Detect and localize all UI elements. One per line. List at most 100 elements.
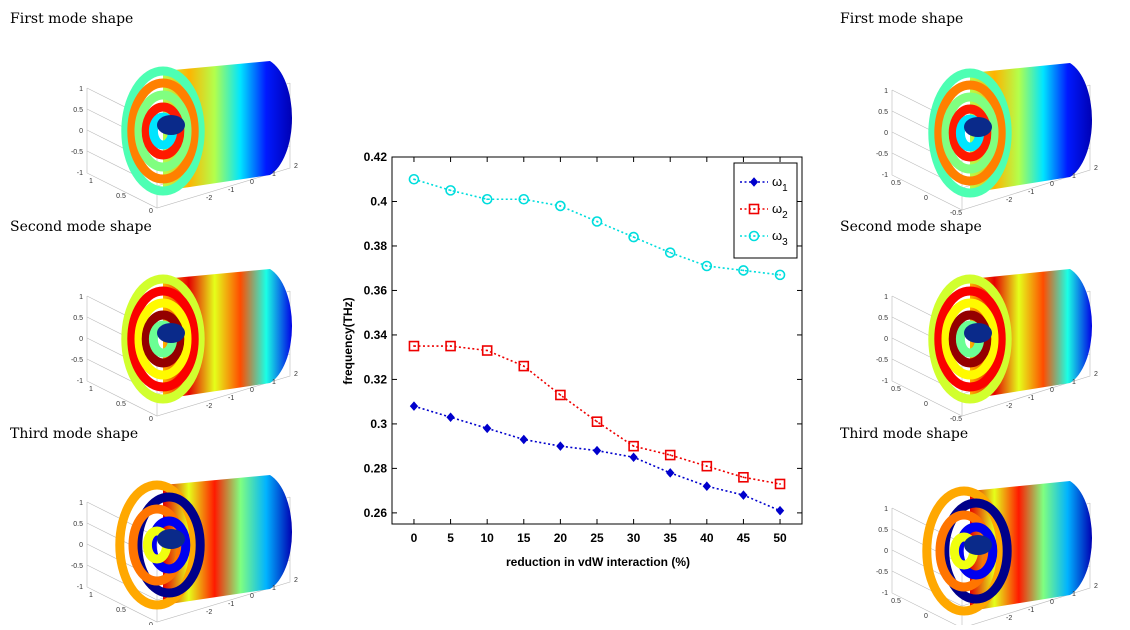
right-first-mode-label: First mode shape xyxy=(840,11,964,27)
cross-section-ring xyxy=(115,480,199,610)
data-point-2-dot xyxy=(486,349,489,352)
data-point-3 xyxy=(555,200,566,212)
y-tick-label: 0.4 xyxy=(370,194,387,208)
y-tick-label: 0 xyxy=(250,387,254,394)
z-tick-label: -0.5 xyxy=(876,569,888,576)
z-tick-label: -0.5 xyxy=(876,357,888,364)
inner-core xyxy=(157,323,185,343)
data-point-1 xyxy=(702,481,711,491)
z-tick-label: -0.5 xyxy=(71,357,83,364)
z-tick-label: -0.5 xyxy=(71,149,83,156)
y-tick-label: 0.38 xyxy=(364,239,388,253)
z-tick-label: 0 xyxy=(884,548,888,555)
data-point-2-dot xyxy=(632,445,635,448)
y-tick-label: -2 xyxy=(206,403,212,410)
data-point-3-dot xyxy=(742,269,745,272)
z-tick-label: 0 xyxy=(79,128,83,135)
x-tick-label: 0.5 xyxy=(116,607,126,614)
inner-core xyxy=(964,535,992,555)
z-tick-label: 1 xyxy=(884,294,888,301)
right-mode-plot-1: 1 0.5 0 -0.5 -1 0.5 0 -0.5 2 1 0 -1 -2 xyxy=(860,40,1130,217)
left-first-mode-label: First mode shape xyxy=(10,11,134,27)
x-axis-label: reduction in vdW interaction (%) xyxy=(506,555,690,569)
legend-marker-dot xyxy=(753,208,755,210)
data-point-2-dot xyxy=(596,420,598,423)
y-tick-label: 1 xyxy=(1072,379,1076,386)
legend-box xyxy=(733,162,798,259)
legend-label-subscript: 1 xyxy=(782,183,788,194)
data-point-3 xyxy=(664,247,676,258)
frequency-line-chart: 0.26 0.28 0.3 0.32 0.34 0.36 0.38 0.4 0.42 0 5 10 1… xyxy=(341,150,803,569)
y-tick-label: 1 xyxy=(272,171,276,178)
x-tick-label: 40 xyxy=(700,531,714,545)
cross-section-ring xyxy=(940,498,1012,604)
y-tick-label: 1 xyxy=(1072,173,1076,180)
data-point-1 xyxy=(739,490,748,500)
legend-marker-dot xyxy=(753,235,755,237)
data-point-2 xyxy=(701,460,713,472)
x-tick-label: 20 xyxy=(554,531,568,545)
data-point-2-dot xyxy=(449,345,452,347)
y-tick-label: 2 xyxy=(1094,165,1098,172)
z-tick-label: 0.5 xyxy=(878,315,888,322)
legend-label-subscript: 2 xyxy=(782,210,788,221)
data-point-1 xyxy=(666,468,675,478)
x-tick-label: 1 xyxy=(89,178,93,185)
data-point-1 xyxy=(592,445,602,456)
x-tick-label: 50 xyxy=(773,531,787,545)
y-tick-label: -1 xyxy=(228,395,234,402)
data-point-2-dot xyxy=(742,476,745,479)
data-point-3 xyxy=(628,231,639,243)
x-tick-label: 0 xyxy=(411,531,418,545)
cross-section-ring xyxy=(127,78,199,184)
x-tick-label: 0.5 xyxy=(116,401,126,408)
data-point-3-dot xyxy=(596,220,598,223)
legend-marker xyxy=(748,203,760,215)
z-tick-label: -1 xyxy=(77,170,83,177)
data-point-3 xyxy=(481,193,493,205)
x-tick-label: 0 xyxy=(924,401,928,408)
data-point-2-dot xyxy=(705,465,708,468)
x-tick-label: -0.5 xyxy=(950,416,962,421)
data-point-1 xyxy=(483,423,492,434)
z-tick-label: 1 xyxy=(79,86,83,93)
y-tick-label: -1 xyxy=(1028,607,1034,614)
data-point-3-dot xyxy=(413,178,415,181)
z-tick-label: -1 xyxy=(882,590,888,597)
cross-section-ring xyxy=(121,274,205,404)
y-tick-label: 2 xyxy=(294,577,298,584)
y-tick-label: 0 xyxy=(250,593,254,600)
z-tick-label: 0.5 xyxy=(878,527,888,534)
y-tick-label: 0.42 xyxy=(364,150,388,164)
y-tick-label: 0.3 xyxy=(370,417,387,431)
x-tick-label: 0.5 xyxy=(891,386,901,393)
x-tick-label: 0 xyxy=(924,195,928,202)
legend-label-subscript: 3 xyxy=(782,237,788,248)
data-point-3 xyxy=(445,185,456,196)
data-point-2-dot xyxy=(413,345,415,347)
data-point-2 xyxy=(664,449,676,461)
y-tick-label: -2 xyxy=(1006,403,1012,410)
cross-section-ring xyxy=(133,492,205,598)
z-tick-label: 0.5 xyxy=(73,107,83,114)
x-tick-label: 30 xyxy=(627,531,641,545)
z-tick-label: 0.5 xyxy=(878,109,888,116)
data-point-1 xyxy=(446,412,455,422)
right-mode-plot-2: 1 0.5 0 -0.5 -1 0.5 0 -0.5 2 1 0 -1 -2 xyxy=(860,246,1130,423)
z-tick-label: 0.5 xyxy=(73,315,83,322)
y-tick-label: 1 xyxy=(1072,591,1076,598)
data-point-1 xyxy=(775,505,785,516)
legend-marker xyxy=(749,177,759,187)
y-tick-label: 0 xyxy=(1050,181,1054,188)
data-point-2 xyxy=(628,440,639,452)
y-tick-label: 0 xyxy=(1050,387,1054,394)
x-tick-label: 5 xyxy=(447,531,454,545)
data-point-1 xyxy=(409,401,419,411)
z-tick-label: -0.5 xyxy=(876,151,888,158)
z-tick-label: 1 xyxy=(884,506,888,513)
data-point-3-dot xyxy=(705,265,708,267)
cross-section-ring xyxy=(934,80,1006,186)
